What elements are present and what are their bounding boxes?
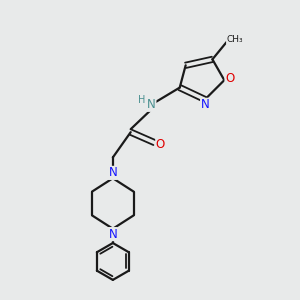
Text: N: N — [201, 98, 209, 111]
Text: O: O — [156, 138, 165, 152]
Text: H: H — [138, 95, 146, 105]
Text: N: N — [109, 228, 117, 241]
Text: N: N — [147, 98, 156, 111]
Text: O: O — [225, 72, 234, 85]
Text: N: N — [109, 167, 117, 179]
Text: CH₃: CH₃ — [226, 35, 243, 44]
